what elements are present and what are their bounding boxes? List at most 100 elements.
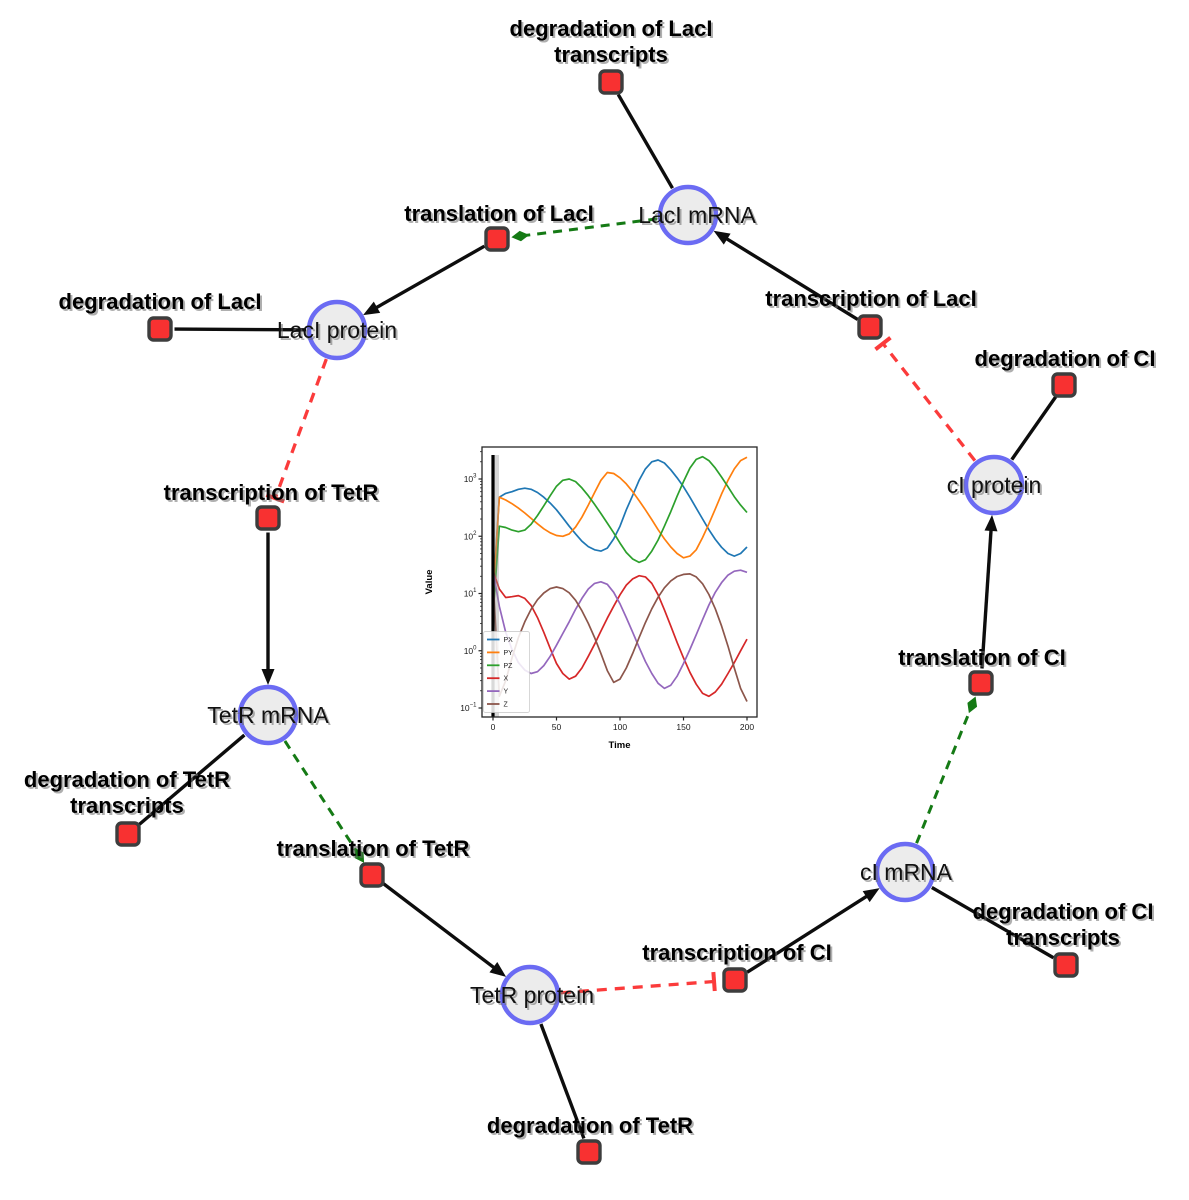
edge-transl_tetr-tetr_protein[interactable] — [382, 882, 507, 977]
edge-laci_protein-txn_tetr[interactable] — [265, 358, 328, 504]
edge-transl_ci-ci_protein[interactable] — [980, 514, 998, 669]
edge-ci_mrna-deg_ci_tx[interactable] — [930, 886, 1055, 960]
edge-tetr_mrna-transl_tetr[interactable] — [283, 740, 365, 863]
legend-label-Z: Z — [504, 702, 509, 709]
reaction-label-deg_laci_tx-1-shadow: transcripts — [556, 44, 670, 69]
edge-ci_protein-txn_laci[interactable] — [874, 336, 977, 462]
reaction-label-deg_laci-0-shadow: degradation of LacI — [61, 291, 264, 316]
edge-laci_mrna-transl_laci[interactable] — [511, 217, 658, 242]
y-tick-label: 10−1 — [460, 703, 477, 714]
reaction-node-transl_ci[interactable] — [968, 670, 994, 696]
reaction-node-deg_tetr[interactable] — [576, 1139, 602, 1165]
x-tick-label: 200 — [740, 722, 754, 732]
modifier-arrowhead — [354, 847, 365, 863]
species-label-ci_mrna-shadow: cI mRNA — [862, 861, 955, 887]
y-tick-label: 100 — [464, 645, 477, 656]
reaction-label-transl_ci-0-shadow: translation of CI — [900, 647, 1067, 672]
legend-label-Y: Y — [504, 689, 509, 696]
arrowhead — [261, 669, 275, 685]
species-label-laci_protein: LacI protein — [277, 317, 397, 343]
reaction-label-deg_ci_tx-1: transcripts — [1006, 925, 1120, 950]
series-curves — [491, 455, 748, 717]
modifier-arrowhead — [967, 696, 978, 714]
inhibition-tee — [711, 971, 717, 992]
reaction-node-txn_ci[interactable] — [722, 967, 748, 993]
legend-label-PY: PY — [504, 650, 514, 657]
x-tick-label: 150 — [676, 722, 690, 732]
species-node-laci_mrna[interactable] — [657, 184, 719, 246]
reaction-node-deg_ci[interactable] — [1051, 372, 1077, 398]
edge-transl_laci-laci_protein[interactable] — [363, 244, 486, 316]
reaction-label-deg_ci_tx-1-shadow: transcripts — [1008, 927, 1122, 952]
edge-ci_mrna-transl_ci[interactable] — [915, 696, 978, 844]
series-PX — [492, 459, 748, 594]
species-label-laci_protein-shadow: LacI protein — [279, 319, 399, 345]
modifier-arrowhead — [511, 230, 530, 242]
edge-laci_mrna-deg_laci_tx[interactable] — [616, 93, 674, 190]
reaction-label-deg_laci_tx-0: degradation of LacI — [510, 16, 713, 41]
y-axis-title: Value — [424, 570, 435, 595]
nodes-layer — [115, 69, 1079, 1165]
reaction-label-deg_ci-0-shadow: degradation of CI — [977, 348, 1158, 373]
reaction-label-deg_tetr-0: degradation of TetR — [487, 1113, 693, 1138]
species-label-ci_protein: cI protein — [947, 472, 1042, 498]
species-node-ci_protein[interactable] — [963, 454, 1025, 516]
species-node-tetr_protein[interactable] — [499, 964, 561, 1026]
reaction-node-transl_tetr[interactable] — [359, 862, 385, 888]
reaction-node-txn_tetr[interactable] — [255, 505, 281, 531]
edge-laci_protein-deg_laci[interactable] — [174, 327, 307, 332]
reaction-node-transl_laci[interactable] — [484, 226, 510, 252]
edge-tetr_protein-deg_tetr[interactable] — [539, 1023, 586, 1140]
species-label-laci_mrna: LacI mRNA — [638, 202, 756, 228]
series-Y — [492, 569, 748, 690]
edge-txn_laci-laci_mrna[interactable] — [713, 230, 859, 321]
edge-tetr_mrna-deg_tetr_tx[interactable] — [137, 733, 246, 826]
x-tick-label: 50 — [552, 722, 562, 732]
edge-txn_tetr-tetr_mrna[interactable] — [261, 532, 275, 686]
reaction-label-deg_tetr_tx-0: degradation of TetR — [24, 767, 230, 792]
reaction-label-transl_laci-0: translation of LacI — [404, 201, 593, 226]
species-label-ci_mrna: cI mRNA — [860, 859, 953, 885]
reaction-label-txn_tetr-0-shadow: transcription of TetR — [166, 482, 381, 507]
edge-txn_ci-ci_mrna[interactable] — [746, 888, 880, 974]
reaction-node-deg_tetr_tx[interactable] — [115, 821, 141, 847]
reaction-label-transl_tetr-0: translation of TetR — [277, 836, 470, 861]
inhibition-tee — [265, 493, 285, 504]
edge-ci_protein-deg_ci[interactable] — [1010, 395, 1058, 461]
species-node-ci_mrna[interactable] — [874, 841, 936, 903]
y-tick-label: 102 — [464, 531, 477, 542]
reaction-node-deg_ci_tx[interactable] — [1053, 952, 1079, 978]
reaction-label-deg_tetr_tx-1-shadow: transcripts — [72, 795, 186, 820]
reaction-label-txn_tetr-0: transcription of TetR — [164, 480, 379, 505]
legend-label-X: X — [504, 676, 509, 683]
species-node-laci_protein[interactable] — [306, 299, 368, 361]
reaction-label-deg_ci_tx-0: degradation of CI — [973, 899, 1154, 924]
inhibition-tee — [874, 336, 892, 351]
reaction-label-transl_laci-0-shadow: translation of LacI — [406, 203, 595, 228]
series-PZ — [492, 455, 748, 617]
reaction-label-txn_laci-0-shadow: transcription of LacI — [767, 288, 978, 313]
reaction-label-deg_tetr_tx-0-shadow: degradation of TetR — [26, 769, 232, 794]
arrowhead — [713, 230, 731, 245]
reaction-label-transl_ci-0: translation of CI — [898, 645, 1065, 670]
edges-layer — [137, 93, 1058, 1140]
reaction-node-deg_laci_tx[interactable] — [598, 69, 624, 95]
species-label-tetr_mrna: TetR mRNA — [207, 702, 329, 728]
reaction-label-deg_tetr_tx-1: transcripts — [70, 793, 184, 818]
legend-label-PZ: PZ — [504, 663, 514, 670]
reaction-node-txn_laci[interactable] — [857, 314, 883, 340]
reaction-node-deg_laci[interactable] — [147, 316, 173, 342]
species-node-tetr_mrna[interactable] — [237, 684, 299, 746]
edge-tetr_protein-txn_ci[interactable] — [560, 971, 717, 995]
arrowhead — [489, 962, 507, 977]
y-tick-label: 103 — [464, 474, 477, 485]
x-axis-title: Time — [608, 740, 630, 751]
reaction-label-deg_ci_tx-0-shadow: degradation of CI — [975, 901, 1156, 926]
reaction-label-deg_laci_tx-0-shadow: degradation of LacI — [512, 18, 715, 43]
x-tick-label: 100 — [613, 722, 627, 732]
species-label-ci_protein-shadow: cI protein — [949, 474, 1044, 500]
y-axis: 10−1 100 101 102 103 — [460, 451, 482, 714]
